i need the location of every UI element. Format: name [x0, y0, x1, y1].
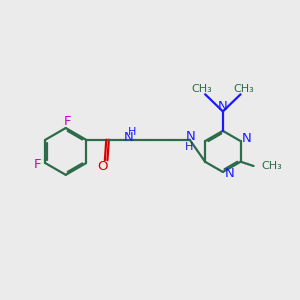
Text: N: N [224, 167, 234, 180]
Text: CH₃: CH₃ [262, 161, 282, 171]
Text: N: N [185, 130, 195, 143]
Text: N: N [218, 100, 228, 113]
Text: H: H [128, 127, 136, 137]
Text: CH₃: CH₃ [191, 84, 212, 94]
Text: N: N [124, 131, 134, 144]
Text: H: H [185, 142, 193, 152]
Text: F: F [34, 158, 41, 171]
Text: O: O [97, 160, 107, 173]
Text: CH₃: CH₃ [233, 84, 254, 94]
Text: N: N [242, 132, 251, 145]
Text: F: F [63, 115, 71, 128]
